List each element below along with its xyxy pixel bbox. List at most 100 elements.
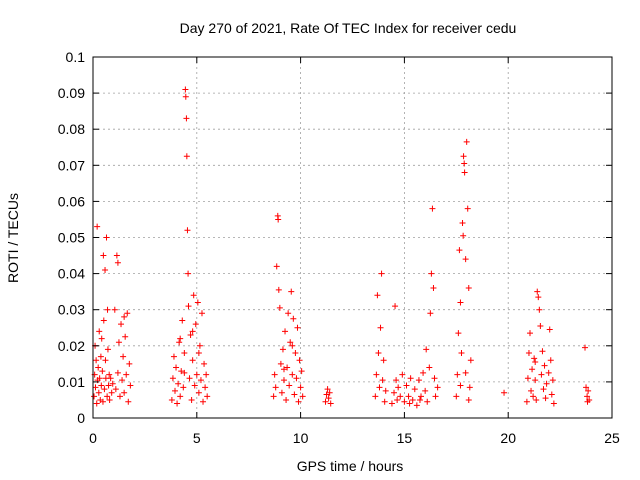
data-point: [278, 389, 285, 396]
data-point: [584, 393, 591, 400]
data-point: [462, 369, 469, 376]
data-point: [285, 310, 292, 317]
data-point: [284, 364, 291, 371]
data-point: [191, 382, 198, 389]
data-point: [121, 389, 128, 396]
data-point: [424, 398, 431, 405]
data-point: [429, 205, 436, 212]
data-point: [272, 384, 279, 391]
data-point: [324, 386, 331, 393]
y-tick-label: 0.1: [66, 49, 86, 65]
data-point: [422, 387, 429, 394]
data-point: [169, 375, 176, 382]
data-point: [275, 216, 282, 223]
data-point: [185, 270, 192, 277]
chart-title: Day 270 of 2021, Rate Of TEC Index for r…: [180, 20, 517, 36]
y-tick-label: 0.07: [58, 157, 85, 173]
data-point: [195, 389, 202, 396]
data-point: [401, 398, 408, 405]
data-point: [289, 371, 296, 378]
data-point: [126, 360, 133, 367]
data-point: [394, 396, 401, 403]
data-point: [114, 259, 121, 266]
data-point: [297, 384, 304, 391]
data-point: [381, 398, 388, 405]
data-point: [413, 402, 420, 409]
data-point: [286, 382, 293, 389]
data-point: [194, 299, 201, 306]
data-point: [538, 371, 545, 378]
data-point: [533, 396, 540, 403]
data-point: [388, 400, 395, 407]
data-point: [322, 398, 329, 405]
data-point: [501, 389, 508, 396]
data-point: [536, 306, 543, 313]
data-point: [378, 270, 385, 277]
y-axis-title: ROTI / TECUs: [5, 193, 21, 283]
data-point: [287, 339, 294, 346]
data-point: [102, 266, 109, 273]
data-point: [406, 400, 413, 407]
data-point: [105, 382, 112, 389]
data-point: [289, 342, 296, 349]
data-point: [460, 153, 467, 160]
data-point: [293, 375, 300, 382]
axis-layer: 0 0.01 0.02 0.03 0.04 0.05 0.06 0.07 0.08 0.09 0.1…: [58, 49, 620, 446]
data-point: [423, 346, 430, 353]
data-point: [185, 303, 192, 310]
data-point: [534, 288, 541, 295]
data-point: [116, 393, 123, 400]
data-point: [458, 350, 465, 357]
data-point: [121, 313, 128, 320]
data-point: [547, 357, 554, 364]
data-point: [456, 247, 463, 254]
data-point: [280, 366, 287, 373]
data-point: [546, 326, 553, 333]
data-point: [102, 357, 109, 364]
plot-frame: [92, 56, 613, 419]
data-point: [375, 350, 382, 357]
data-point: [106, 396, 113, 403]
data-point: [93, 400, 100, 407]
data-point: [182, 86, 189, 93]
data-point: [524, 375, 531, 382]
x-tick-label: 15: [397, 430, 413, 446]
data-point: [526, 330, 533, 337]
data-point: [184, 227, 191, 234]
data-point: [109, 380, 116, 387]
data-point: [462, 256, 469, 263]
data-point: [373, 371, 380, 378]
y-tick-label: 0.03: [58, 302, 85, 318]
data-point: [457, 299, 464, 306]
data-point: [434, 384, 441, 391]
data-point: [382, 387, 389, 394]
data-point: [179, 317, 186, 324]
data-point: [95, 389, 102, 396]
data-point: [127, 382, 134, 389]
data-point: [393, 377, 400, 384]
data-point: [459, 220, 466, 227]
data-point: [545, 369, 552, 376]
data-point: [181, 369, 188, 376]
data-point: [178, 368, 185, 375]
data-point: [99, 398, 106, 405]
data-point: [189, 357, 196, 364]
data-point: [295, 398, 302, 405]
data-point: [430, 285, 437, 292]
data-point: [175, 380, 182, 387]
data-point: [431, 375, 438, 382]
data-point: [198, 310, 205, 317]
data-point: [397, 393, 404, 400]
data-point: [535, 294, 542, 301]
data-point: [103, 234, 110, 241]
data-point: [395, 384, 402, 391]
data-point: [97, 353, 104, 360]
data-point: [532, 359, 539, 366]
data-point: [197, 377, 204, 384]
data-point: [203, 371, 210, 378]
data-point: [464, 205, 471, 212]
data-point: [120, 353, 127, 360]
data-point: [418, 393, 425, 400]
data-point: [531, 355, 538, 362]
data-point: [170, 353, 177, 360]
